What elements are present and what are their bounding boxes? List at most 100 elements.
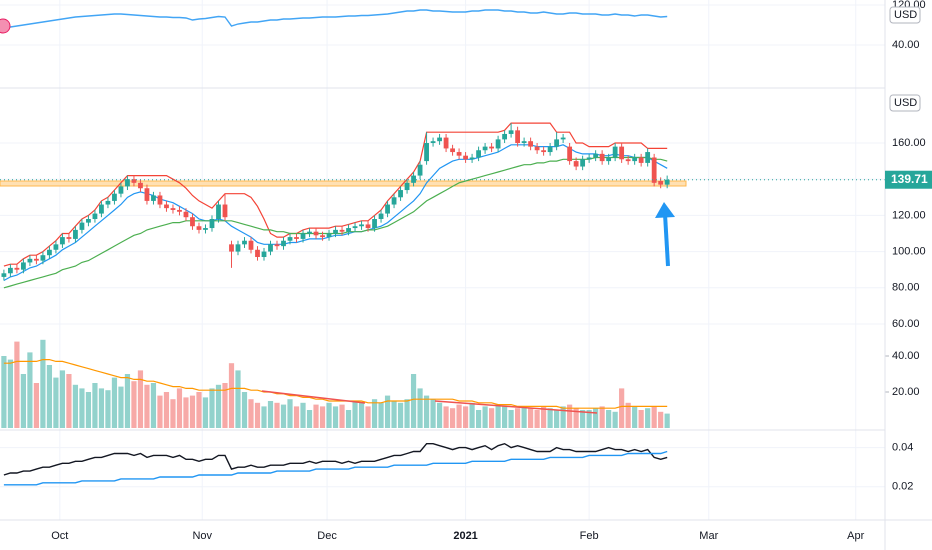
volume-bar (567, 404, 573, 428)
volume-bar (632, 406, 638, 428)
candle-body (339, 229, 345, 232)
volume-bar (254, 402, 261, 428)
overlay-line (3, 156, 668, 289)
candle-body (73, 229, 78, 239)
candle-body (424, 143, 429, 162)
candle-body (177, 209, 182, 212)
candle-body (664, 179, 670, 185)
candle-body (456, 152, 462, 156)
x-tick-label: Mar (699, 530, 718, 542)
volume-bar (606, 410, 612, 428)
candle-body (625, 159, 631, 162)
candle-body (541, 150, 547, 153)
series-line (3, 442, 668, 476)
volume-bar (98, 388, 105, 428)
axis-unit: USD (894, 97, 917, 109)
candle-body (209, 219, 215, 229)
volume-ma-line (3, 359, 668, 409)
volume-bar (586, 410, 592, 428)
candle-body (144, 188, 150, 201)
candle-body (573, 161, 579, 167)
volume-bar (163, 392, 170, 428)
volume-bar (443, 406, 449, 428)
volume-bar (580, 410, 586, 428)
candle-body (40, 255, 46, 261)
volume-bar (79, 388, 85, 428)
volume-bar (352, 401, 358, 428)
candle-body (346, 228, 351, 232)
candle-body (60, 237, 65, 245)
volume-bar (53, 377, 59, 428)
volume-bar (326, 402, 332, 428)
candle-body (443, 137, 449, 149)
volume-bar (248, 399, 254, 428)
axis-unit: USD (894, 9, 917, 21)
candle-body (92, 213, 98, 220)
volume-bar (144, 384, 150, 428)
x-tick-label: Nov (192, 530, 212, 542)
volume-bar (554, 410, 560, 428)
candle-body (66, 237, 72, 239)
volume-bar (27, 352, 33, 428)
candle-body (196, 226, 202, 230)
candle-body (398, 190, 403, 198)
volume-bar (66, 374, 72, 428)
volume-bar (170, 399, 176, 428)
candle-body (170, 208, 176, 210)
y-tick-label: 120.00 (892, 0, 926, 11)
candle-body (242, 240, 247, 245)
candle-body (8, 267, 13, 274)
candle-body (567, 146, 573, 162)
volume-bar (619, 388, 625, 428)
candle-body (79, 222, 85, 230)
volume-bar (456, 404, 462, 428)
volume-bar (105, 390, 111, 428)
candle-body (235, 244, 241, 252)
candle-body (372, 219, 377, 229)
volume-bar (365, 406, 371, 428)
volume-bar (515, 408, 521, 428)
candle-body (534, 146, 540, 151)
volume-bar (72, 384, 79, 428)
y-tick-label: 0.04 (892, 442, 913, 454)
volume-bar (664, 413, 670, 428)
volume-bar (658, 411, 664, 428)
candle-body (105, 200, 111, 205)
volume-bar (118, 386, 124, 428)
candle-body (489, 146, 494, 149)
volume-bar (300, 402, 306, 428)
candle-body (404, 182, 410, 191)
candle-body (547, 146, 553, 153)
candle-body (606, 157, 612, 162)
x-tick-label: Oct (51, 530, 68, 542)
x-tick-label: Feb (580, 530, 599, 542)
volume-bar (358, 402, 365, 428)
candle-body (183, 211, 189, 218)
marks (0, 9, 885, 486)
candle-body (1, 273, 7, 277)
candle-body (430, 141, 436, 144)
volume-bar (222, 383, 228, 428)
candle-body (658, 181, 664, 185)
candle-body (508, 130, 514, 134)
volume-bar (423, 395, 430, 428)
candle-body (261, 251, 267, 258)
volume-bar (202, 397, 209, 428)
volume-bar (209, 388, 215, 428)
volume-bar (397, 402, 404, 428)
volume-bar (235, 370, 241, 428)
volume-bar (40, 339, 46, 428)
volume-bar (560, 406, 566, 428)
candle-body (645, 152, 651, 163)
candle-body (385, 204, 390, 214)
candle-body (53, 244, 59, 250)
volume-bar (306, 410, 313, 428)
candle-body (268, 244, 273, 252)
candle-body (580, 159, 586, 167)
y-tick-label: 160.00 (892, 137, 926, 149)
candle-body (521, 141, 527, 144)
volume-bar (612, 411, 618, 428)
candle-body (294, 237, 299, 239)
volume-bar (508, 410, 514, 428)
volume-bar (319, 406, 326, 428)
